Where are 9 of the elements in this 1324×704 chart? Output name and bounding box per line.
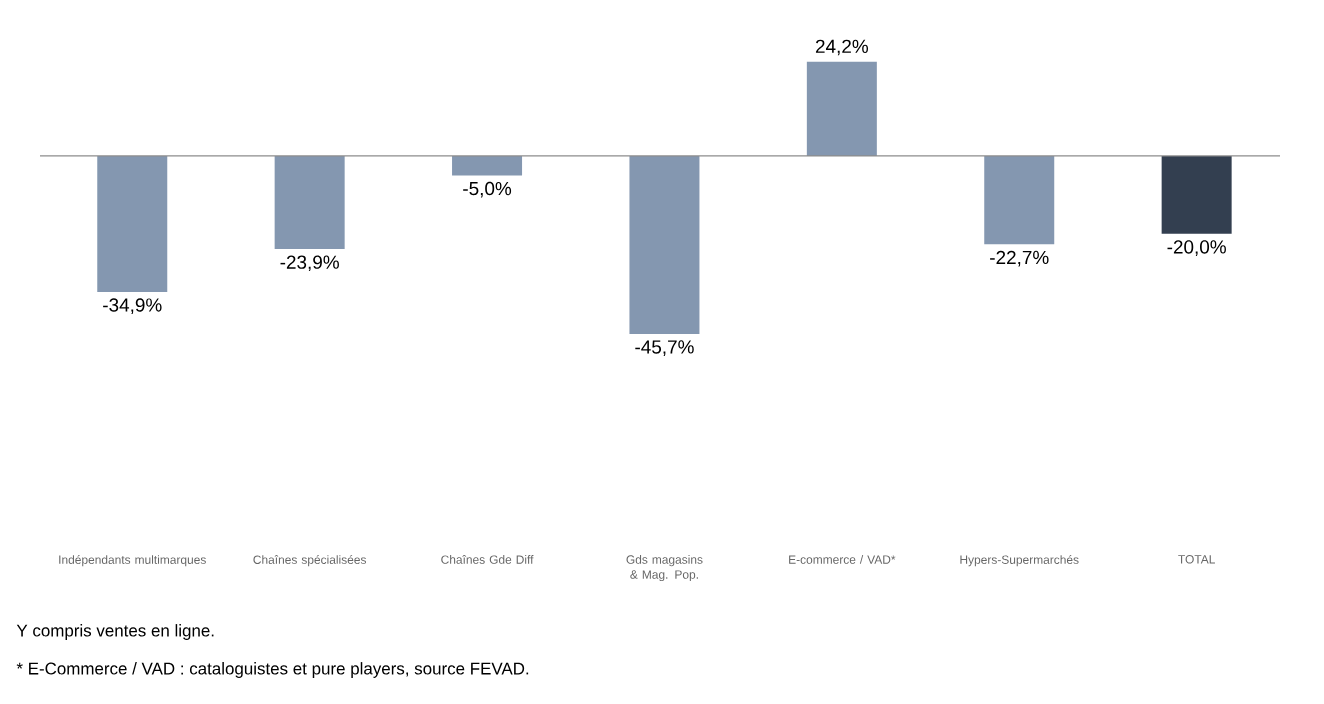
data-label: -23,9%: [280, 255, 339, 272]
data-label: -20,0%: [1167, 240, 1226, 256]
data-label: -34,9%: [103, 298, 162, 314]
text: * E-Commerce / VAD : cataloguistes et pure players, source FEVAD.: [16, 662, 529, 678]
data-label: -22,7%: [990, 250, 1049, 267]
data-label: -5,0%: [463, 181, 512, 198]
text: Y compris ventes en ligne.: [16, 624, 214, 640]
data-label: -45,7%: [635, 340, 694, 356]
data-label: 24,2%: [815, 39, 868, 56]
